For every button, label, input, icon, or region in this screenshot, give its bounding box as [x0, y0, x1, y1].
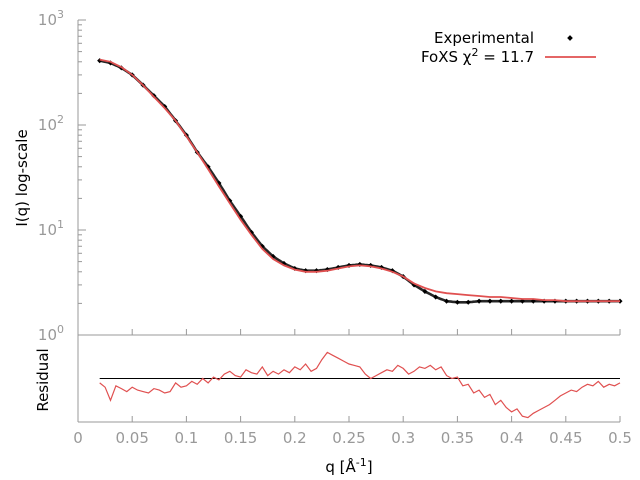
- x-tick-label: 0.2: [283, 429, 307, 447]
- y-tick-label: 102: [38, 113, 64, 134]
- y-tick-label: 103: [38, 8, 64, 29]
- y-tick-label: 101: [38, 218, 64, 239]
- residual-axis-label: Residual: [34, 348, 52, 411]
- x-tick-label: 0.5: [608, 429, 632, 447]
- x-tick-label: 0.4: [500, 429, 524, 447]
- y-axis-ticks: 100 101 102 103: [38, 8, 86, 344]
- residual-line: [99, 351, 621, 419]
- x-tick-label: 0.05: [115, 429, 148, 447]
- x-tick-label: 0.35: [441, 429, 474, 447]
- x-tick-label: 0: [73, 429, 83, 447]
- legend-foxs-label: FoXS χ2 = 11.7: [421, 46, 534, 66]
- legend-experimental-label: Experimental: [434, 29, 534, 47]
- x-tick-label: 0.25: [332, 429, 365, 447]
- x-tick-label: 0.45: [549, 429, 582, 447]
- foxs-fit-line: [99, 58, 620, 303]
- legend: Experimental FoXS χ2 = 11.7: [421, 29, 596, 66]
- x-tick-label: 0.1: [174, 429, 198, 447]
- x-axis-ticks: 0 0.05 0.1 0.15 0.2 0.25 0.3 0.35 0.4 0.45 0.5: [73, 329, 632, 447]
- x-tick-label: 0.15: [224, 429, 257, 447]
- x-axis-label: q [Å-1]: [325, 456, 372, 476]
- x-tick-label: 0.3: [391, 429, 415, 447]
- y-axis-label: I(q) log-scale: [13, 129, 31, 226]
- y-tick-label: 100: [38, 323, 64, 344]
- experimental-series: [97, 58, 623, 305]
- legend-experimental-marker: [567, 35, 573, 41]
